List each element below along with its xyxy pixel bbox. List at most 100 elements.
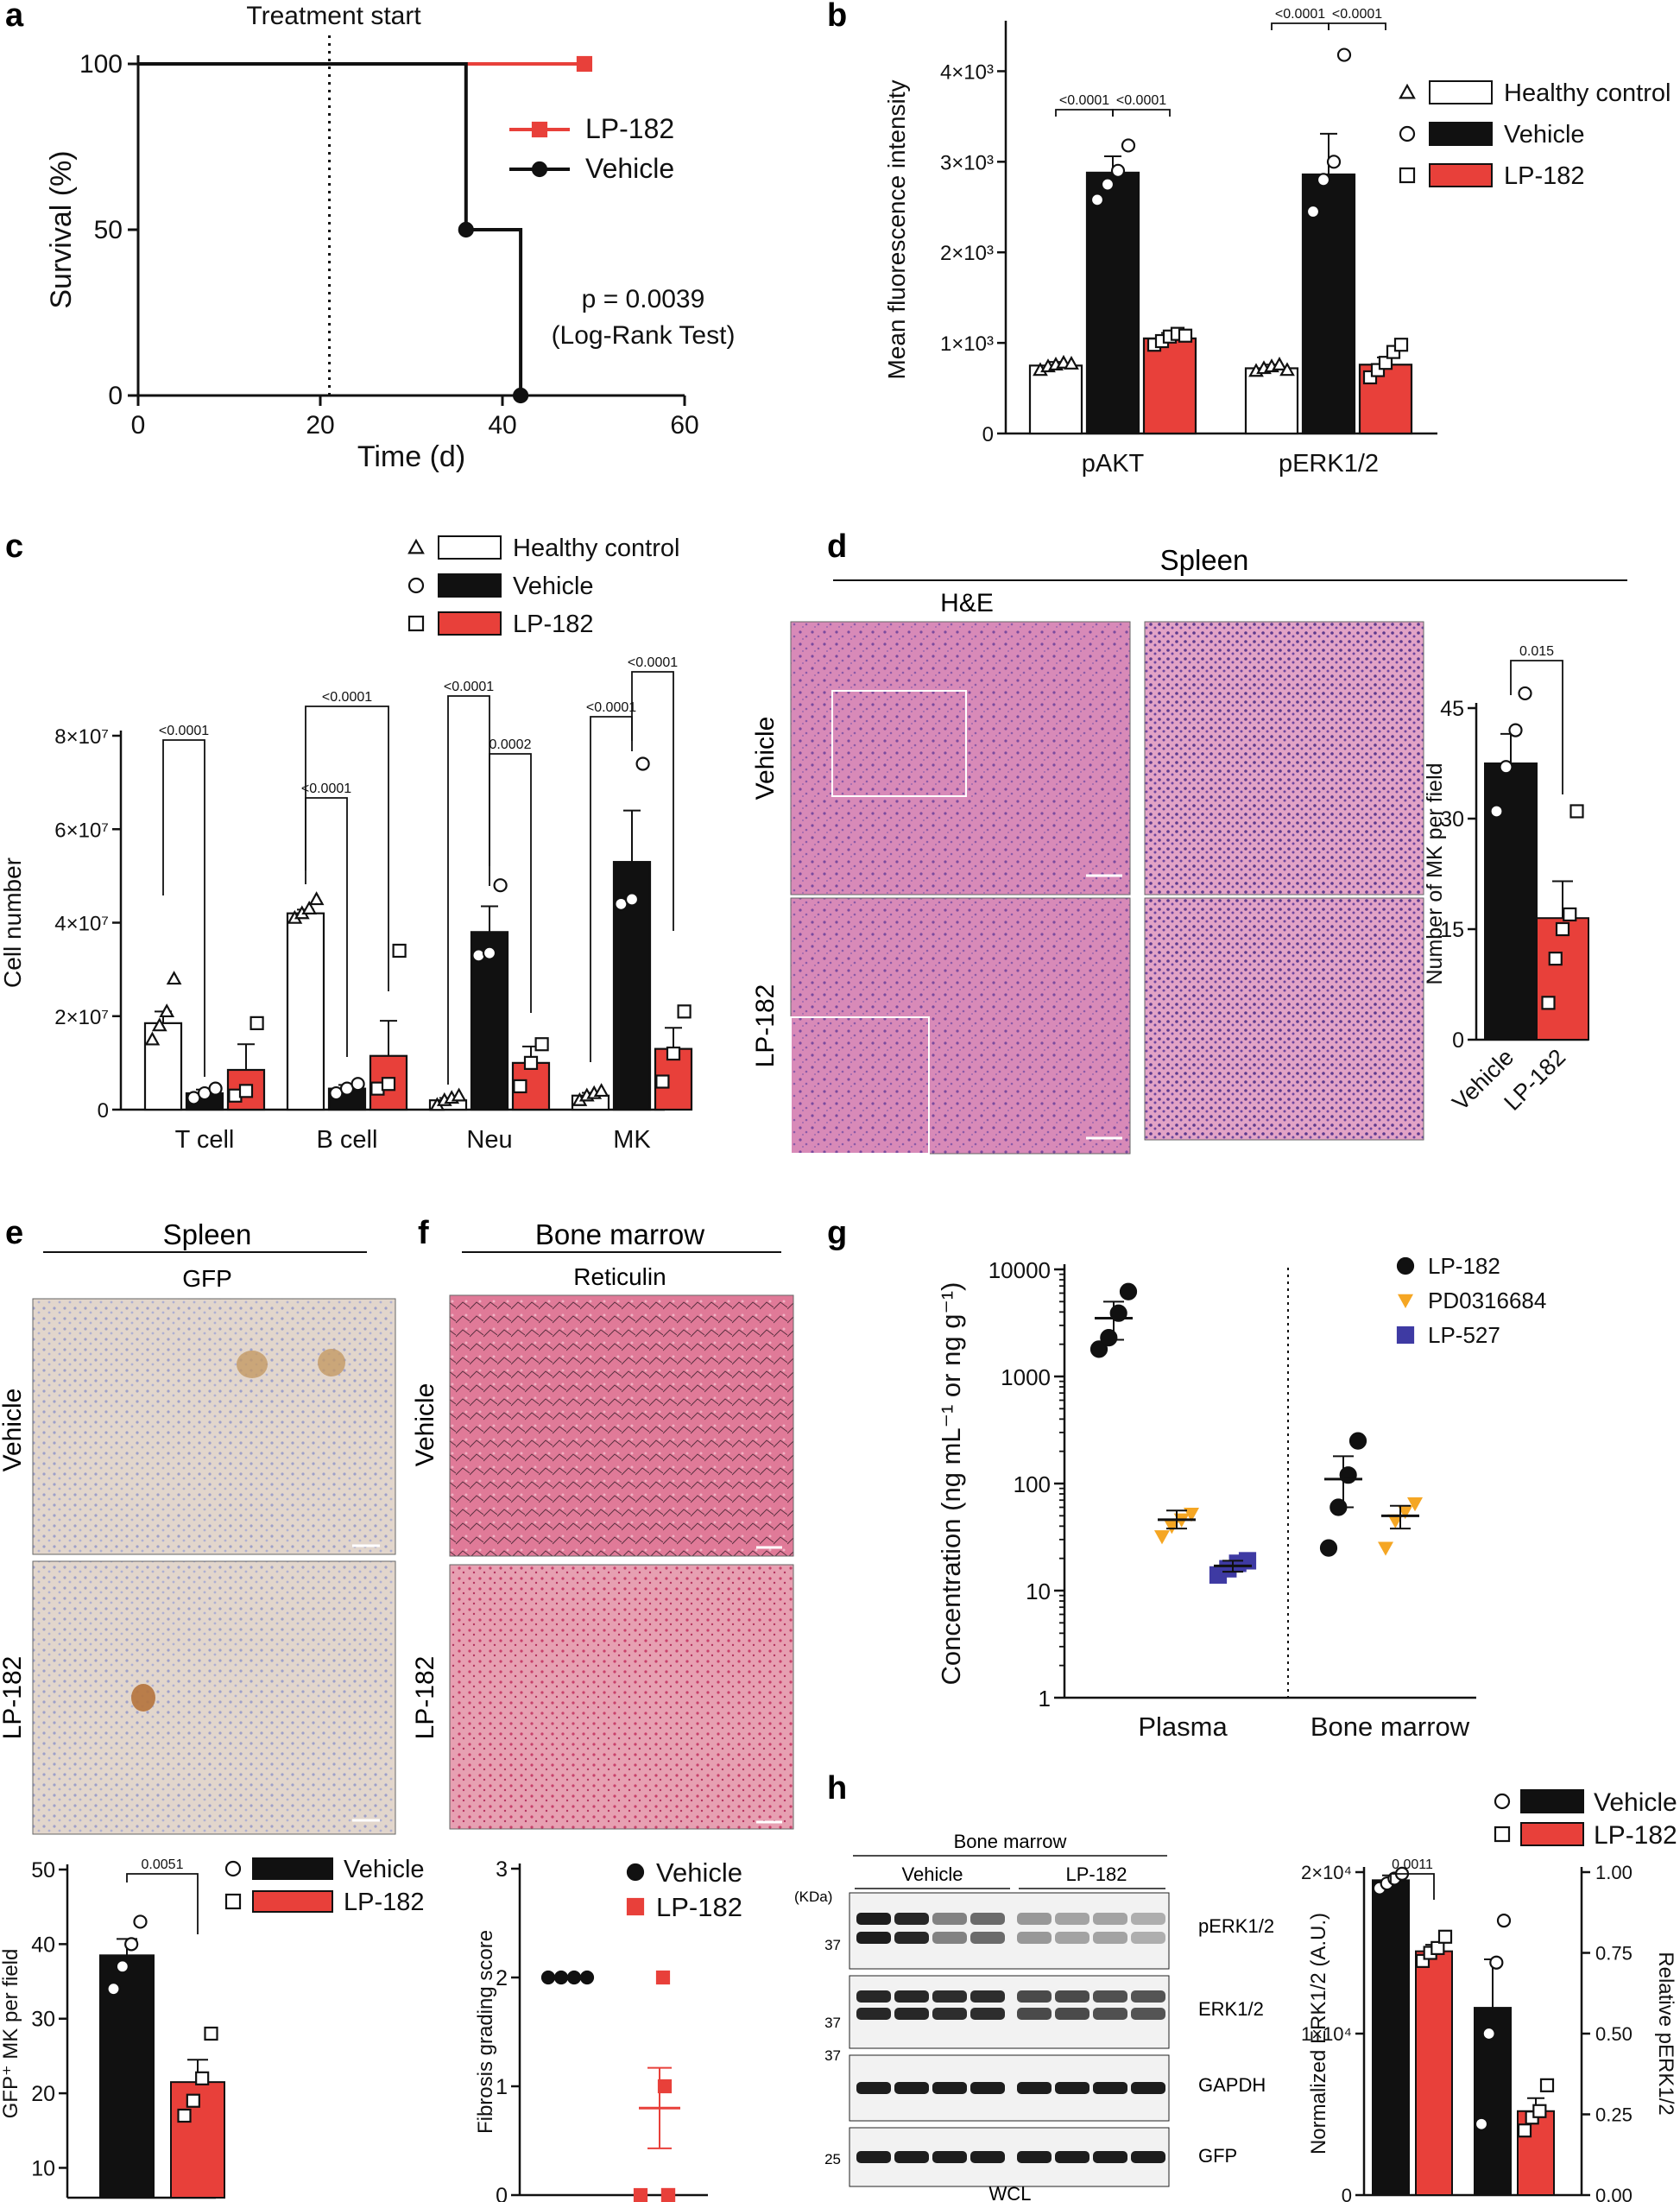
bar [1142,337,1197,435]
legend-marker [1494,1793,1511,1810]
sig-gfp-label: 0.0051 [142,1857,184,1872]
y-axis-label: Survival (%) [45,150,78,308]
data-point [1407,1496,1423,1512]
data-point [1499,760,1513,775]
y-tick-label: 6×10⁷ [54,819,109,842]
data-point [1305,204,1321,219]
legend-swatch [1429,80,1493,104]
x-group-label: Plasma [1138,1712,1228,1742]
legend-marker [626,1897,645,1916]
panel-letter-c: c [5,528,23,565]
blot-band [970,2008,1005,2020]
legend-marker [407,615,425,632]
blot-band [1055,2082,1089,2094]
data-point [1319,1539,1338,1557]
data-point [1316,173,1331,187]
data-point [666,1046,681,1061]
survival-censor-point [458,221,474,238]
blot-band [970,1932,1005,1944]
data-point [208,1081,223,1096]
blot-band [1131,2151,1165,2163]
panel-letter-f: f [418,1215,429,1251]
blot-band [932,2151,967,2163]
data-point [513,1079,527,1094]
blot-band [932,2082,967,2094]
sig-tcell-bracket [162,739,205,1077]
legend-label: LP-527 [1428,1322,1500,1348]
row-label-lp182: LP-182 [411,1656,439,1740]
blot-band [1055,1913,1089,1925]
bar [99,1954,155,2199]
gfp-positive-cell [237,1351,268,1378]
blot-band [970,2082,1005,2094]
y-axis-label: Normalized ERK1/2 (A.U.) [1307,1913,1330,2155]
legend-marker [1399,167,1416,184]
y-tick-label: 0 [496,2184,508,2202]
data-point [159,1003,175,1018]
sig-neu-veh-lp-label: 0.0002 [489,737,532,752]
band-label-erk: ERK1/2 [1198,1998,1264,2020]
panel-e-spleen-gfp: Spleen GFP Vehicle LP-182 [0,1218,396,1835]
y-axis-label: Concentration (ng mL⁻¹ or ng g⁻¹) [936,1282,966,1686]
panel-letter-b: b [827,0,847,34]
panel-h-erk-chart: 0 1×10⁴ 2×10⁴ 0.00 0.25 0.50 0.75 1.00 Normalize… [1301,1788,1677,2202]
x-tick-label: 60 [670,411,698,440]
legend-marker [224,1893,242,1910]
blot-band [894,2151,929,2163]
data-point [1517,2123,1532,2138]
y-tick-label: 0 [982,423,994,446]
data-point [553,1970,569,1985]
data-point [1326,155,1342,169]
legend-label: Vehicle [513,573,594,600]
test-name-text: (Log-Rank Test) [552,321,736,350]
y-tick-right-label: 0.00 [1595,2185,1633,2202]
data-point [133,1914,148,1929]
data-point [540,1970,556,1985]
legend-marker [1494,1826,1511,1843]
data-point [1539,2078,1555,2092]
blot-band [1131,1990,1165,2003]
y-tick-label: 10 [1026,1579,1051,1604]
sig-mk-bracket [1510,660,1563,794]
data-point [1089,193,1105,207]
data-point [238,1084,254,1098]
legend-swatch [438,535,502,560]
panel-a-survival-chart: 0 20 40 60 0 50 100 Time (d) Survival (%) Treatme… [45,2,735,473]
legend-label: PD0316684 [1428,1288,1546,1313]
marker-37: 37 [824,2015,841,2031]
bar [1536,917,1589,1041]
x-tick-label: 20 [306,411,334,440]
y-axis-right-label: Relative pERK1/2 [1654,1952,1677,2115]
legend-label: Healthy control [1504,79,1671,107]
blot-band [932,1990,967,2003]
data-point [392,943,407,959]
panel-f-bone-marrow-reticulin: Bone marrow Reticulin Vehicle LP-182 [411,1218,794,1830]
legend-label: Vehicle [344,1856,425,1883]
p-value-text: p = 0.0039 [582,285,705,313]
legend-marker [1399,83,1416,99]
y-tick-label: 10 [31,2156,55,2180]
survival-endpoint [512,387,529,404]
row-label-lp182: LP-182 [751,984,780,1068]
marker-37: 37 [824,1937,841,1953]
band-label-gfp: GFP [1198,2145,1237,2167]
panel-letter-g: g [827,1215,847,1251]
blot-band [1131,1932,1165,1944]
sig-pakt-hc-veh-label: <0.0001 [1059,93,1109,108]
y-tick-label: 0 [98,1099,109,1123]
legend-swatch [1429,163,1493,187]
data-point [1518,686,1532,701]
blot-band [1131,1913,1165,1925]
x-tick-label: pAKT [1082,450,1145,478]
y-tick-label: 15 [1440,918,1464,942]
panel-d-spleen-he: Spleen H&E Vehicle LP-182 [751,544,1627,1155]
legend-label: LP-182 [1428,1253,1500,1279]
y-tick-label: 0 [1452,1028,1464,1053]
data-point [1279,362,1295,376]
y-tick-label: 0 [108,382,123,410]
bar [1085,171,1140,435]
panel-c-cell-number-chart: 0 2×10⁷ 4×10⁷ 6×10⁷ 8×10⁷ T cell B cell Neu MK Ce… [0,535,693,1154]
data-point [1496,1914,1512,1928]
he-inset-box-lp182 [790,1016,930,1155]
blot-bands [856,1913,1165,2163]
